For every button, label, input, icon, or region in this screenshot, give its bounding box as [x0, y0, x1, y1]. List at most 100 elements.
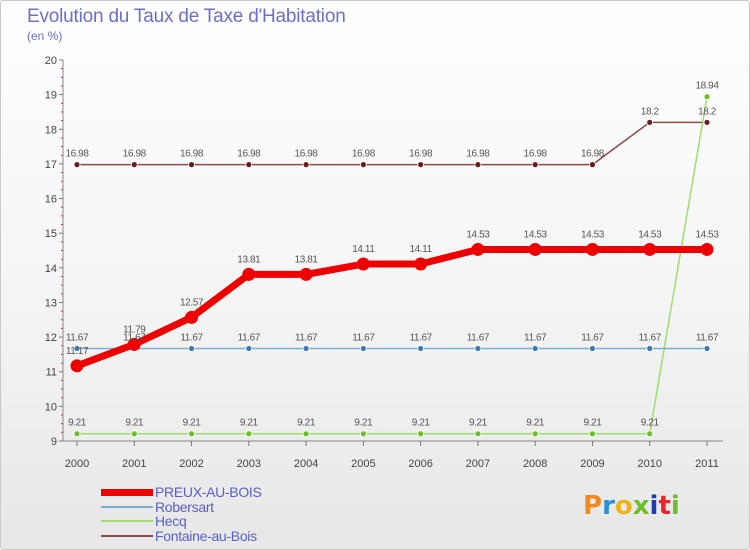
data-label: 18.2: [641, 106, 660, 117]
y-tick-label: 9: [51, 436, 57, 448]
x-tick-label: 2001: [122, 458, 146, 470]
data-point: [646, 345, 654, 352]
data-point: [589, 161, 596, 169]
data-label: 14.11: [352, 244, 375, 255]
logo-letter: i: [649, 491, 659, 521]
data-point: [302, 345, 310, 352]
data-point: [130, 161, 138, 169]
data-label: 9.21: [641, 418, 660, 429]
data-label: 16.98: [581, 149, 605, 160]
legend-item: Robersart: [101, 499, 262, 515]
data-label: 9.21: [354, 418, 373, 429]
series-line: [76, 95, 708, 435]
y-tick-label: 15: [45, 228, 57, 240]
data-point: [242, 267, 256, 281]
data-point: [589, 345, 596, 352]
data-label: 9.21: [297, 418, 316, 429]
data-label: 9.21: [526, 418, 545, 429]
legend-label: Fontaine-au-Bois: [155, 527, 257, 544]
data-point: [646, 118, 654, 126]
data-label: 9.21: [469, 418, 488, 429]
data-label: 11.67: [639, 333, 662, 344]
legend-swatch: [101, 534, 153, 537]
data-point: [245, 430, 253, 438]
y-tick-label: 18: [45, 124, 57, 136]
x-tick-label: 2005: [351, 458, 375, 470]
x-tick-label: 2007: [466, 458, 490, 470]
y-tick-label: 14: [45, 263, 57, 275]
data-label: 16.98: [524, 149, 548, 160]
data-label: 14.53: [524, 229, 548, 240]
data-label: 16.98: [180, 149, 204, 160]
data-label: 14.53: [638, 229, 662, 240]
data-label: 9.21: [125, 418, 144, 429]
data-label: 16.98: [65, 149, 89, 160]
data-point: [188, 345, 195, 352]
data-label: 11.67: [123, 333, 146, 344]
y-tick-label: 10: [45, 401, 57, 413]
data-point: [73, 430, 81, 438]
data-label: 9.21: [68, 418, 87, 429]
data-label: 11.67: [180, 333, 203, 344]
legend: PREUX-AU-BOIS Robersart Hecq Fontaine-au-Bo…: [101, 485, 262, 543]
data-label: 11.67: [467, 333, 490, 344]
series-line: [73, 245, 711, 370]
logo-letter: x: [632, 491, 650, 521]
chart-title: Evolution du Taux de Taxe d'Habitation: [27, 6, 346, 27]
data-point: [531, 161, 539, 169]
legend-item: Hecq: [101, 514, 262, 529]
data-label: 16.98: [409, 149, 433, 160]
data-point: [73, 161, 81, 169]
y-tick-label: 12: [45, 332, 57, 344]
data-point: [359, 161, 367, 169]
data-point: [531, 430, 539, 438]
data-label: 11.67: [66, 333, 89, 344]
data-label: 14.53: [466, 229, 490, 240]
data-point: [70, 359, 84, 373]
data-point: [245, 345, 253, 352]
data-point: [185, 310, 199, 324]
data-point: [474, 161, 482, 169]
data-point: [585, 242, 599, 256]
data-label: 11.79: [123, 324, 146, 335]
y-tick-label: 19: [45, 90, 57, 102]
legend-label: PREUX-AU-BOIS: [155, 484, 262, 500]
x-tick-label: 2010: [637, 458, 661, 470]
data-label: 11.67: [409, 333, 432, 344]
y-tick-label: 16: [45, 194, 57, 206]
logo-letter: P: [583, 491, 603, 521]
data-label: 9.21: [584, 418, 603, 429]
data-point: [130, 430, 138, 438]
data-label: 16.98: [295, 149, 319, 160]
logo-letter: o: [614, 491, 633, 521]
x-tick-label: 2009: [580, 458, 604, 470]
data-point: [474, 345, 482, 352]
logo-letter: i: [670, 491, 680, 521]
data-label: 13.81: [295, 254, 319, 265]
data-point: [474, 430, 482, 438]
data-point: [703, 93, 711, 101]
data-point: [359, 345, 367, 352]
data-label: 14.53: [581, 229, 605, 240]
logo-letter: t: [658, 491, 671, 521]
data-label: 18.94: [695, 81, 719, 92]
data-label: 18.2: [698, 106, 717, 117]
x-tick-label: 2000: [65, 458, 89, 470]
y-tick-label: 20: [45, 55, 57, 67]
data-point: [531, 345, 539, 352]
data-point: [589, 430, 596, 438]
series-line: [76, 121, 708, 166]
data-label: 16.98: [466, 149, 490, 160]
x-tick-label: 2004: [294, 458, 318, 470]
legend-swatch: [101, 488, 153, 496]
data-label: 16.98: [352, 149, 376, 160]
x-tick-label: 2006: [408, 458, 432, 470]
data-point: [471, 242, 485, 256]
data-point: [73, 345, 81, 352]
proxiti-logo: Proxiti: [583, 491, 680, 521]
data-point: [188, 161, 195, 169]
data-label: 11.67: [295, 333, 318, 344]
data-point: [414, 257, 428, 271]
data-point: [646, 430, 654, 438]
data-label: 13.81: [237, 254, 261, 265]
